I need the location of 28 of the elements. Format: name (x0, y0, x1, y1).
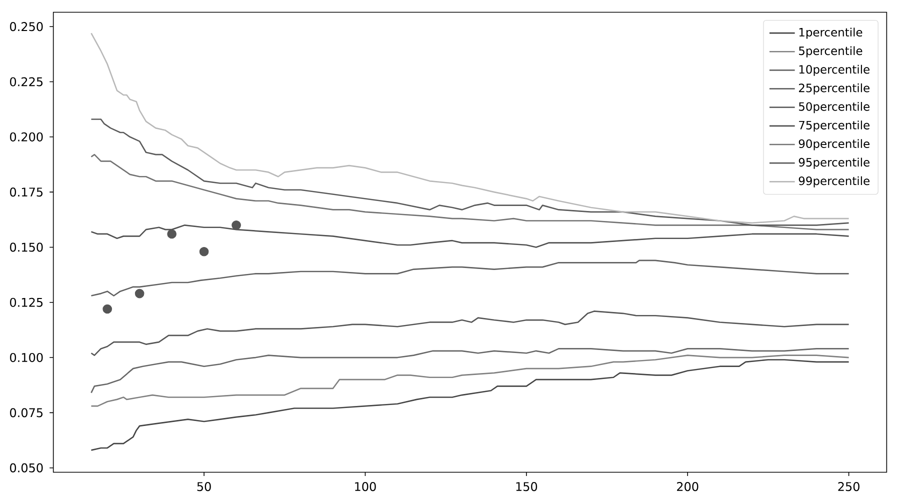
point (167, 229, 176, 239)
legend-label: 50percentile (799, 102, 870, 114)
legend-label: 90percentile (798, 139, 870, 150)
x-tick-label: 50 (197, 482, 211, 492)
y-tick-label: 0.250 (10, 22, 43, 32)
y-tick-label: 0.150 (10, 242, 43, 252)
legend-label: 10percentile (799, 64, 870, 76)
legend-label: 95percentile (798, 158, 870, 169)
legend-label: 99percentile (798, 176, 870, 188)
y-tick-label: 0.225 (10, 77, 43, 86)
point (199, 246, 209, 256)
legend-label: 5percentile (799, 46, 862, 58)
point (232, 220, 241, 230)
x-tick-label: 100 (355, 482, 376, 492)
y-tick-label: 0.125 (10, 298, 43, 307)
x-tick-label: 250 (838, 482, 860, 492)
point (102, 304, 112, 314)
y-tick-label: 0.175 (10, 188, 43, 197)
y-tick-label: 0.050 (10, 463, 43, 472)
legend-label: 25percentile (798, 83, 870, 95)
point (134, 288, 144, 298)
legend-label: 1percentile (799, 28, 862, 39)
y-tick-label: 0.100 (10, 352, 43, 362)
y-tick-label: 0.075 (10, 408, 43, 418)
x-tick-label: 150 (516, 482, 538, 492)
x-tick-label: 200 (677, 482, 698, 492)
legend-label: 75percentile (799, 120, 870, 132)
y-tick-label: 0.200 (10, 132, 43, 142)
